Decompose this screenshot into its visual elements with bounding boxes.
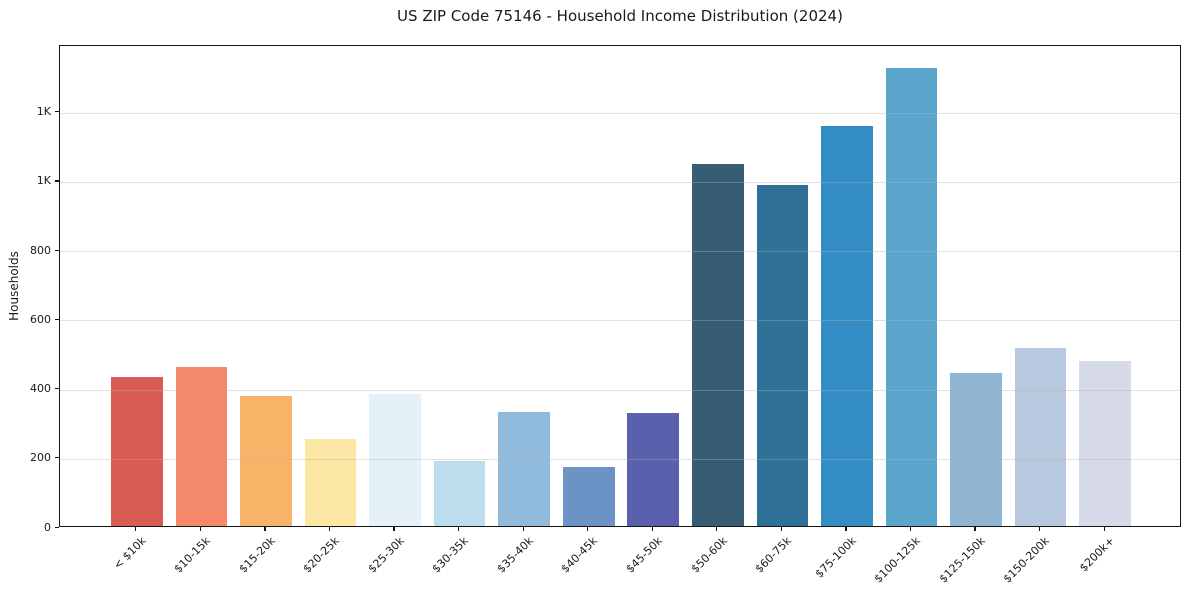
x-axis-tick [264,527,266,531]
y-axis-tick [55,111,59,113]
bar-150-200k [1014,348,1067,526]
x-axis-tick [328,527,331,531]
bar-15-20k [240,395,292,526]
x-axis-tick-label: $60-75k [752,534,794,576]
bar-50-60k [692,164,744,526]
x-axis-tick [1039,527,1041,531]
grid-line-y1200 [60,112,1180,114]
x-axis-tick [1103,527,1105,531]
plot-area [59,45,1181,527]
x-axis-tick [780,527,782,531]
x-axis-tick [845,527,847,531]
bar-10-15k [175,366,228,526]
bar-35-40k [498,411,550,526]
x-axis-tick-label: $100-125k [871,534,924,586]
bar-45-50k [627,413,680,526]
x-axis-tick [716,527,718,531]
y-axis-tick-label: 1K [36,105,51,119]
y-axis-tick [55,457,59,459]
grid-line-y800 [60,251,1180,253]
x-axis-tick-label: $50-60k [688,534,730,576]
x-axis-tick-label: $15-20k [236,534,278,576]
y-axis-tick-label: 800 [30,243,51,257]
y-axis-tick [55,388,59,390]
y-axis-tick [55,249,59,251]
grid-line-y200 [60,458,1180,460]
x-axis-tick-label: $125-150k [936,534,988,586]
bar-75-100k [821,126,873,526]
y-axis-tick [55,526,59,528]
x-axis-tick-label: $10-15k [171,534,213,576]
grid-line-y600 [60,320,1180,322]
x-axis-tick-label: $150-200k [1000,534,1053,586]
chart-title: US ZIP Code 75146 - Household Income Dis… [397,7,843,25]
y-axis-tick-label: 0 [44,520,51,534]
x-axis-tick-label: $200k+ [1076,534,1117,575]
bar-200k [1079,360,1131,526]
grid-line-y400 [60,389,1180,391]
y-axis-tick-label: 400 [30,382,51,396]
x-axis-tick [651,527,653,531]
bar-60-75k [756,184,809,526]
bar-20-25k [304,438,357,526]
x-axis-tick-label: $45-50k [623,534,665,576]
x-axis-tick-label: < $10k [110,534,149,572]
y-axis-tick-label: 600 [30,312,51,326]
bar-10k [111,377,163,526]
y-axis-tick-label: 1K [36,174,51,188]
x-axis-tick [587,527,589,531]
x-axis-tick [909,527,912,531]
x-axis-tick-label: $30-35k [429,534,472,576]
bar-40-45k [562,466,615,526]
x-axis-tick [974,527,976,531]
x-axis-tick-label: $75-100k [812,534,859,581]
y-axis-tick [55,180,59,182]
bar-25-30k [369,393,421,526]
bar-100-125k [885,67,938,526]
x-axis-tick [199,527,201,531]
bar-30-35k [433,460,486,526]
y-axis-label: Households [7,251,21,321]
x-axis-tick-label: $35-40k [494,534,536,576]
x-axis-tick-label: $25-30k [365,534,407,576]
x-axis-tick-label: $20-25k [300,534,342,576]
x-axis-tick [458,527,460,531]
x-axis-tick [135,527,137,531]
y-axis-tick [55,318,59,321]
grid-line-y1000 [60,181,1180,183]
x-axis-tick-label: $40-45k [558,534,601,576]
y-axis-tick-label: 200 [30,451,51,465]
x-axis-tick [393,527,395,531]
bar-125-150k [950,373,1002,526]
x-axis-tick [522,527,524,531]
